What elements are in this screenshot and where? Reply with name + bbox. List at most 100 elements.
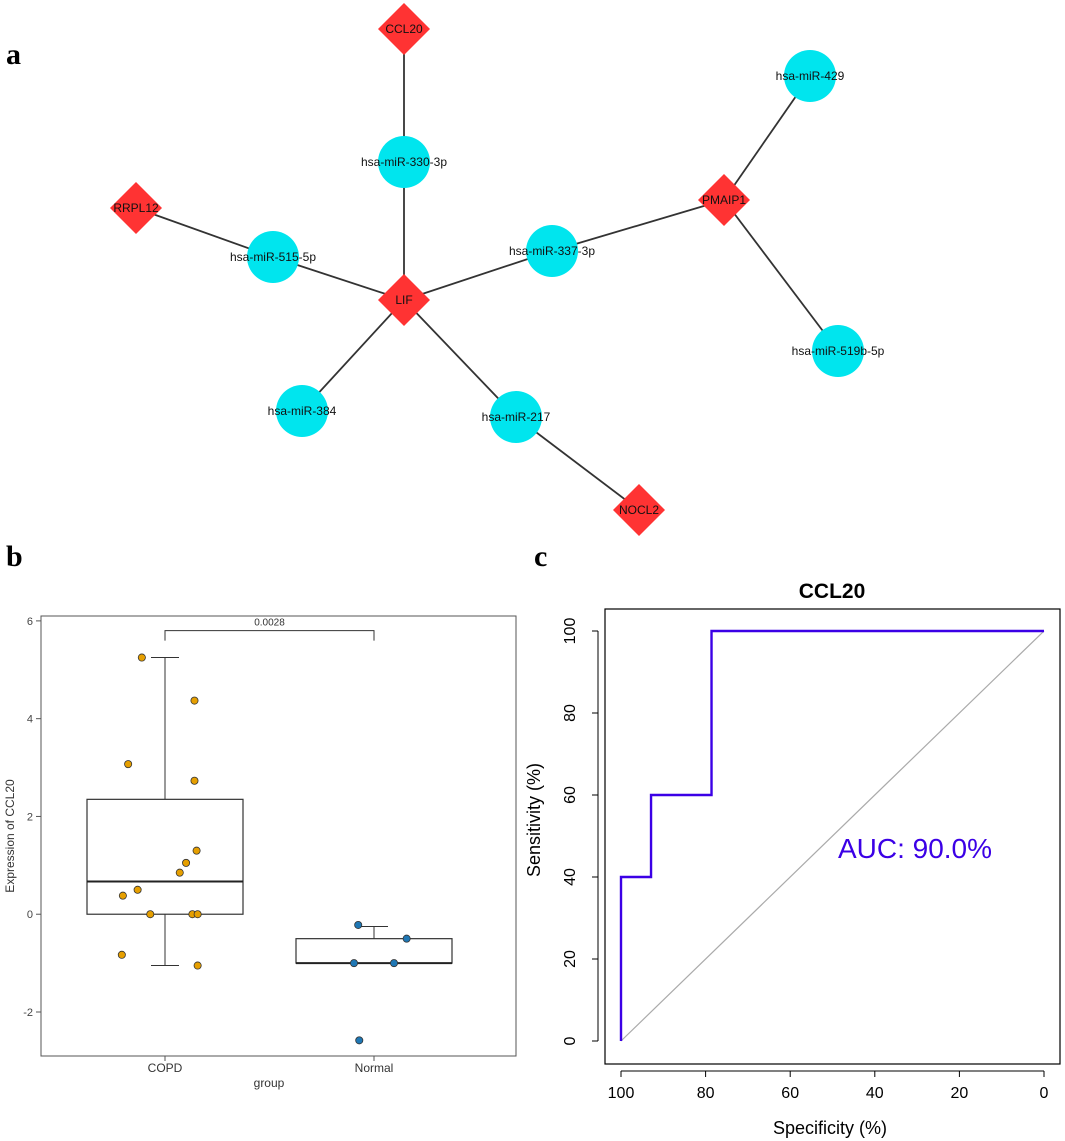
point-copd (117, 950, 126, 959)
node-hsa-mir-217: hsa-miR-217 (482, 391, 551, 443)
panel-label-a: a (6, 38, 21, 71)
y-tick-label: 4 (27, 714, 33, 726)
x-tick-label: 80 (697, 1085, 715, 1102)
y-tick-label: 80 (562, 704, 579, 722)
series-roc (619, 629, 1044, 1041)
node-hsa-mir-515-5p: hsa-miR-515-5p (230, 231, 316, 283)
boxplot-significance: 0.0028 (164, 618, 375, 641)
box-copd (86, 657, 244, 967)
y-tick-label: -2 (23, 1007, 33, 1019)
mirna-circle (247, 231, 299, 283)
y-tick-label: 0 (27, 909, 33, 921)
significance-bracket (164, 630, 375, 641)
node-label: LIF (395, 293, 412, 307)
gene-diamond (698, 174, 750, 226)
mirna-gene-network: CCL20 RRPL12 LIF PMAIP1 NOCL2 hsa-miR-330-3p h… (110, 3, 885, 536)
roc-frame (604, 608, 1061, 1065)
gene-diamond (110, 182, 162, 234)
roc-xlabel: Specificity (%) (773, 1118, 887, 1138)
y-tick-label: 60 (562, 786, 579, 804)
point-copd (190, 696, 199, 705)
y-tick-label: 2 (27, 811, 33, 823)
gene-diamond (378, 274, 430, 326)
x-tick-label: 100 (608, 1085, 635, 1102)
box-normal (295, 925, 453, 965)
y-tick-label: 40 (562, 868, 579, 886)
mirna-circle (784, 50, 836, 102)
x-tick-label-normal: Normal (355, 1061, 394, 1075)
boxplot-xlabel: group (254, 1076, 285, 1090)
node-hsa-mir-384: hsa-miR-384 (268, 385, 337, 437)
edge-pmaip1-hsa-mir-519b-5p (723, 199, 839, 352)
iqr-box (295, 938, 453, 964)
node-hsa-mir-429: hsa-miR-429 (776, 50, 845, 102)
mirna-circle (378, 136, 430, 188)
mirna-circle (812, 325, 864, 377)
node-nocl2: NOCL2 (613, 484, 665, 536)
point-copd (193, 910, 202, 919)
roc-ylabel: Sensitivity (%) (524, 763, 544, 877)
point-normal (349, 959, 358, 968)
node-label: hsa-miR-429 (776, 69, 845, 83)
network-edges (135, 29, 839, 511)
roc-y-axis: 0 20 40 60 80 100 (562, 618, 599, 1045)
y-tick-label: 0 (562, 1036, 579, 1045)
point-copd (124, 760, 133, 769)
y-tick-label: 100 (562, 618, 579, 645)
y-tick-label: 6 (27, 616, 33, 628)
point-normal (355, 1036, 364, 1045)
node-label: hsa-miR-330-3p (361, 155, 447, 169)
node-hsa-mir-330-3p: hsa-miR-330-3p (361, 136, 447, 188)
x-tick-label: 0 (1040, 1085, 1049, 1102)
edge-lif-hsa-mir-217 (403, 299, 517, 418)
series-chance (620, 630, 1045, 1042)
panel-label-b: b (6, 540, 23, 573)
point-copd (118, 891, 127, 900)
y-tick-label: 20 (562, 950, 579, 968)
roc-title: CCL20 (799, 580, 866, 603)
roc-auc-label: AUC: 90.0% (838, 833, 992, 864)
panel-label-c: c (534, 540, 548, 573)
node-label: hsa-miR-515-5p (230, 250, 316, 264)
boxplot-frame (40, 615, 517, 1057)
roc-x-axis: 100 80 60 40 20 0 (608, 1070, 1049, 1102)
boxplot-ylabel: Expression of CCL20 (3, 779, 17, 893)
node-label: hsa-miR-384 (268, 404, 337, 418)
point-copd (137, 653, 146, 662)
point-copd (146, 910, 155, 919)
node-label: hsa-miR-337-3p (509, 244, 595, 258)
edge-hsa-mir-337-3p-pmaip1 (551, 199, 725, 252)
point-copd (182, 858, 191, 867)
node-label: RRPL12 (113, 201, 159, 215)
x-tick-label: 40 (866, 1085, 884, 1102)
node-label: NOCL2 (619, 503, 659, 517)
point-copd (192, 846, 201, 855)
node-hsa-mir-519b-5p: hsa-miR-519b-5p (792, 325, 885, 377)
point-copd (190, 776, 199, 785)
point-normal (354, 920, 363, 929)
network-nodes: CCL20 RRPL12 LIF PMAIP1 NOCL2 hsa-miR-330-3p h… (110, 3, 885, 536)
p-value-label: 0.0028 (254, 618, 285, 629)
x-tick-label-copd: COPD (148, 1061, 183, 1075)
roc-lines (619, 629, 1045, 1042)
node-hsa-mir-337-3p: hsa-miR-337-3p (509, 225, 595, 277)
mirna-circle (490, 391, 542, 443)
node-rrpl12: RRPL12 (110, 182, 162, 234)
point-copd (175, 868, 184, 877)
x-tick-label: 20 (951, 1085, 969, 1102)
x-tick-label: 60 (781, 1085, 799, 1102)
node-label: PMAIP1 (702, 193, 746, 207)
boxplot-y-axis: -2 0 2 4 6 (23, 616, 41, 1019)
node-label: CCL20 (385, 22, 423, 36)
point-copd (193, 961, 202, 970)
point-normal (390, 959, 399, 968)
point-normal (402, 934, 411, 943)
boxplot-boxes (86, 657, 453, 967)
node-label: hsa-miR-519b-5p (792, 344, 885, 358)
boxplot-x-axis: COPD Normal (148, 1056, 394, 1075)
boxplot-points (117, 653, 411, 1045)
node-ccl20: CCL20 (378, 3, 430, 55)
mirna-circle (276, 385, 328, 437)
mirna-circle (526, 225, 578, 277)
gene-diamond (613, 484, 665, 536)
